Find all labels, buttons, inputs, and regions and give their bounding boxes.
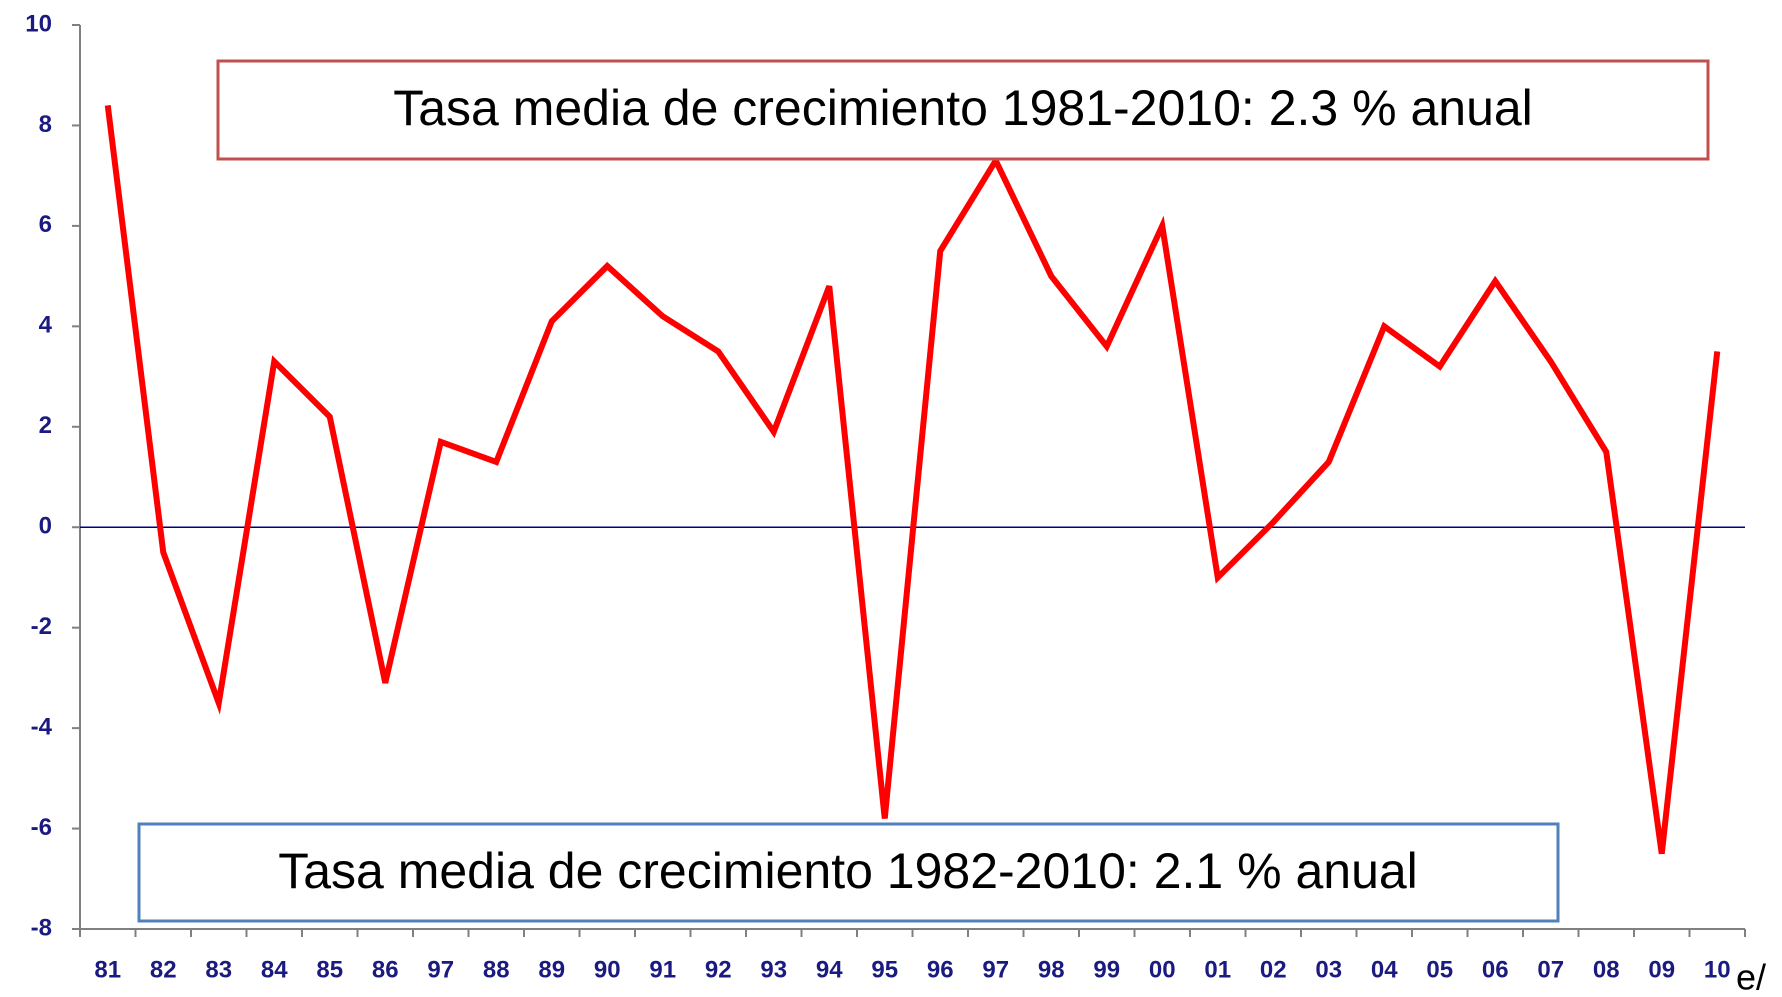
x-tick-label: 07 (1537, 956, 1564, 983)
x-tick-label: 00 (1149, 956, 1176, 983)
x-tick-label: 81 (94, 956, 121, 983)
x-tick-label: 98 (1038, 956, 1065, 983)
line (104, 104, 1721, 855)
annotation: Tasa media de crecimiento 1982-2010: 2.1… (278, 843, 1418, 899)
x-tick-label: 06 (1482, 956, 1509, 983)
x-tick-label: 91 (649, 956, 676, 983)
y-tick-label: 10 (25, 10, 52, 37)
x-tick-label: 83 (205, 956, 232, 983)
y-tick-label: -8 (31, 914, 52, 941)
x-tick-label: 03 (1315, 956, 1342, 983)
annotation-box (216, 59, 1710, 161)
note: e/ (1736, 957, 1766, 997)
annotation: Tasa media de crecimiento 1981-2010: 2.3… (393, 80, 1533, 136)
x-tick-label: 10 (1704, 956, 1731, 983)
x-tick-label: 97 (982, 956, 1009, 983)
x-tick-label: 84 (261, 956, 288, 983)
y-tick-label: 6 (39, 211, 52, 238)
x-tick-label: 09 (1648, 956, 1675, 983)
x-tick-label: 04 (1371, 956, 1398, 983)
x-tick-label: 01 (1204, 956, 1231, 983)
x-tick-label: 97 (427, 956, 454, 983)
x-tick-label: 95 (871, 956, 898, 983)
x-tick-label: 86 (372, 956, 399, 983)
y-tick-label: 4 (39, 312, 53, 339)
x-tick-label: 88 (483, 956, 510, 983)
x-tick-label: 90 (594, 956, 621, 983)
x-tick-label: 05 (1426, 956, 1453, 983)
x-tick-label: 92 (705, 956, 732, 983)
y-tick-label: 2 (39, 412, 52, 439)
x-tick-label: 99 (1093, 956, 1120, 983)
x-tick-label: 08 (1593, 956, 1620, 983)
x-tick-label: 85 (316, 956, 343, 983)
x-tick-label: 94 (816, 956, 843, 983)
y-tick-label: 8 (39, 111, 52, 138)
y-tick-label: -4 (31, 713, 53, 740)
y-tick-label: 0 (39, 513, 52, 540)
y-tick-label: -6 (31, 814, 52, 841)
x-tick-label: 89 (538, 956, 565, 983)
x-tick-label: 93 (760, 956, 787, 983)
x-tick-label: 96 (927, 956, 954, 983)
x-tick-label: 02 (1260, 956, 1287, 983)
x-tick-label: 82 (150, 956, 177, 983)
y-tick-label: -2 (31, 613, 52, 640)
annotation-box (137, 822, 1560, 923)
